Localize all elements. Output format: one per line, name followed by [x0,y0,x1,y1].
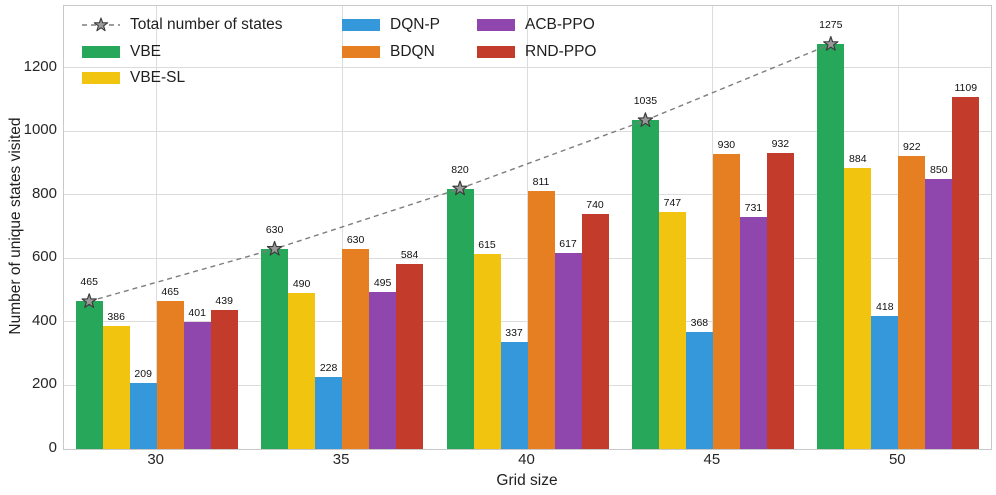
bar-value-label: 439 [215,294,233,307]
ytick-label: 1200 [23,57,57,75]
bar-RND-PPO-50 [952,96,980,449]
bar-value-label: 368 [690,317,709,330]
legend-item-acb-ppo: ACB-PPO [477,12,596,39]
bar-value-label: 884 [849,153,867,166]
bar-value-label: 465 [80,276,98,289]
bar-value-label: 418 [876,301,894,314]
ytick-label: 800 [31,184,57,202]
legend-item-rnd-ppo: RND-PPO [477,39,596,66]
xtick-label: 45 [703,451,721,468]
bar-value-label: 337 [505,326,523,339]
legend-color-swatch [477,19,515,32]
legend-item-bdqn: BDQN [342,39,440,66]
bar-VBE-SL-45 [658,211,686,449]
bar-value-label: 615 [478,238,496,251]
legend-column: Total number of states VBE VBE-SL [82,12,283,92]
legend-color-swatch [342,19,380,32]
legend-color-swatch [82,72,120,85]
xtick-label: 35 [332,451,350,468]
xtick-label: 30 [147,451,165,468]
legend-column: DQN-P BDQN [342,12,440,65]
ytick-label: 200 [31,375,57,393]
legend-label: ACB-PPO [525,16,595,34]
legend-item-vbe-sl: VBE-SL [82,65,283,92]
bar-value-label: 850 [930,164,948,177]
bar-BDQN-40 [527,191,555,449]
bar-DQN-P-40 [500,341,528,449]
bar-RND-PPO-40 [581,214,609,449]
bar-value-label: 630 [346,233,365,246]
xtick-label: 50 [888,451,906,468]
legend-label: BDQN [390,42,435,60]
bar-VBE-SL-40 [473,253,501,449]
legend-label: VBE [130,42,162,60]
legend-item-dqn-p: DQN-P [342,12,440,39]
bar-RND-PPO-45 [766,153,794,449]
bar-value-label: 490 [292,278,311,291]
bar-BDQN-45 [712,153,740,449]
bar-RND-PPO-30 [210,309,238,449]
bar-DQN-P-30 [129,382,157,449]
bar-BDQN-30 [156,301,184,449]
bar-value-label: 811 [532,176,550,189]
bar-value-label: 932 [771,138,790,151]
bar-VBE-40 [446,188,474,449]
bar-VBE-SL-35 [288,293,316,449]
bar-value-label: 1275 [819,19,843,32]
ytick-label: 600 [31,248,57,266]
bar-BDQN-50 [898,156,926,449]
legend-dashed-star-marker [82,17,120,32]
bar-value-label: 1109 [954,81,978,94]
bar-ACB-PPO-50 [925,179,953,449]
legend-item-vbe: VBE [82,39,283,66]
bar-VBE-50 [817,44,845,449]
legend-label: DQN-P [390,16,440,34]
bar-DQN-P-35 [315,376,343,449]
bar-ACB-PPO-45 [739,216,767,449]
bar-value-label: 465 [161,286,179,299]
bar-value-label: 922 [903,141,921,154]
bar-RND-PPO-35 [396,263,424,449]
bar-ACB-PPO-35 [369,291,397,449]
bar-ACB-PPO-30 [183,321,211,449]
ytick-label: 400 [31,311,57,329]
bar-value-label: 740 [586,199,604,212]
bar-value-label: 747 [663,196,682,209]
x-axis-label: Grid size [496,472,558,489]
y-axis-label: Number of unique states visited [7,117,24,335]
bar-value-label: 228 [319,361,338,374]
bar-value-label: 209 [134,367,152,380]
bar-VBE-SL-50 [844,168,872,449]
bar-VBE-SL-30 [102,326,130,449]
legend-column: ACB-PPO RND-PPO [477,12,596,65]
legend-label: VBE-SL [130,69,186,87]
ytick-label: 0 [48,439,57,456]
xtick-label: 40 [518,451,535,468]
legend-item-total-number-of-states: Total number of states [82,12,283,39]
bar-DQN-P-50 [871,316,899,449]
bar-VBE-30 [75,301,103,449]
legend-color-swatch [342,45,380,58]
legend-color-swatch [477,45,515,58]
bar-value-label: 1035 [633,95,658,108]
bar-value-label: 820 [451,163,469,176]
bar-DQN-P-45 [685,332,713,449]
bar-value-label: 584 [400,248,419,261]
bar-value-label: 401 [188,306,206,319]
bar-value-label: 630 [265,223,284,236]
bar-value-label: 930 [717,138,736,151]
ytick-label: 1000 [23,121,57,139]
bar-value-label: 386 [107,311,125,324]
legend-label: Total number of states [130,16,283,34]
legend-color-swatch [82,45,120,58]
bar-VBE-45 [631,120,659,449]
legend-label: RND-PPO [525,42,597,60]
bar-ACB-PPO-40 [554,253,582,449]
